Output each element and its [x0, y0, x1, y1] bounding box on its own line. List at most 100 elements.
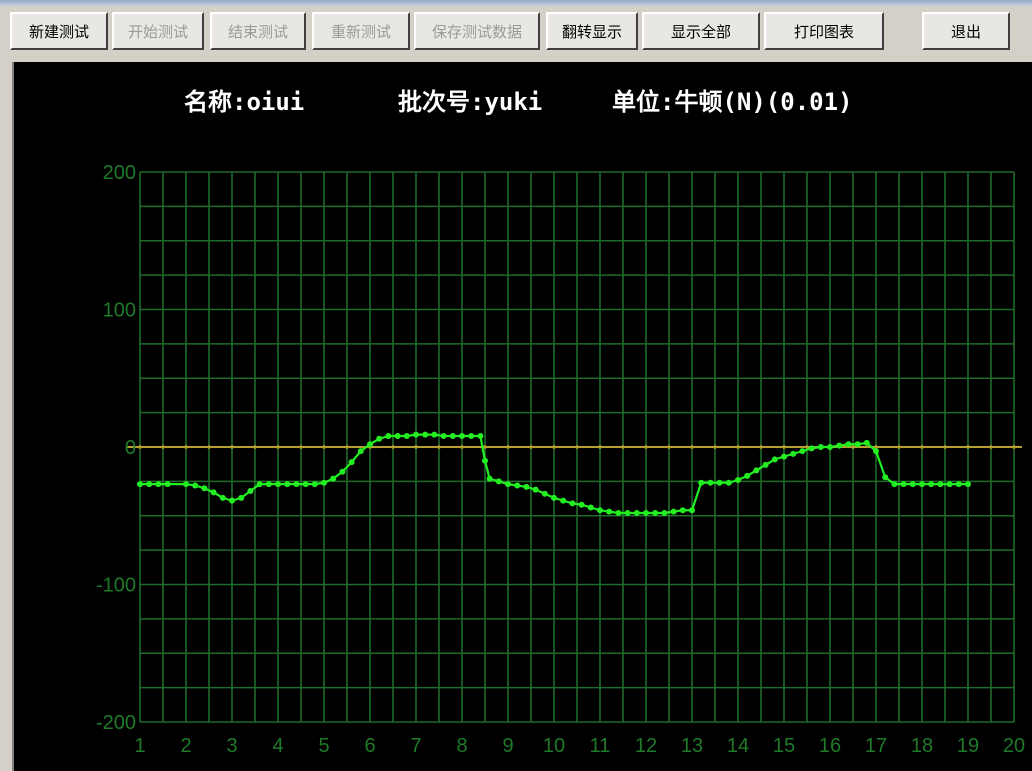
data-point	[707, 479, 714, 486]
zero-reference-marker	[230, 445, 234, 449]
data-point	[477, 433, 484, 439]
data-point	[725, 479, 732, 486]
data-point	[716, 479, 723, 486]
data-point	[505, 481, 511, 488]
data-point	[560, 497, 567, 504]
x-tick-label: 17	[865, 735, 887, 757]
zero-reference-marker	[483, 445, 487, 449]
data-point	[762, 461, 769, 468]
data-point	[339, 468, 346, 475]
data-point	[624, 510, 631, 516]
data-point	[210, 489, 217, 496]
x-tick-label: 20	[1003, 735, 1025, 757]
data-point	[459, 433, 465, 439]
zero-reference-marker	[506, 445, 510, 449]
x-tick-label: 9	[502, 735, 513, 757]
zero-reference-marker	[920, 445, 924, 449]
exit-button[interactable]: 退出	[922, 12, 1010, 50]
data-point	[422, 431, 429, 438]
x-tick-label: 14	[727, 735, 749, 757]
flip-display-button[interactable]: 翻转显示	[546, 12, 638, 50]
data-point	[578, 501, 585, 508]
x-tick-label: 16	[819, 735, 841, 757]
window-title-strip	[0, 0, 1032, 6]
zero-reference-marker	[529, 445, 533, 449]
y-tick-label: -100	[96, 575, 136, 597]
zero-reference-marker	[276, 445, 280, 449]
zero-reference-marker	[207, 445, 211, 449]
zero-reference-marker	[690, 445, 694, 449]
y-tick-label: -200	[96, 712, 136, 734]
data-point	[440, 433, 447, 439]
data-point	[514, 482, 521, 489]
data-point	[541, 490, 548, 497]
x-axis-ticks: 1 2 3 4 5 6 7 8 9 10 11 12 13 14 15 16 17 18 19 20	[134, 735, 1025, 757]
data-point	[311, 481, 318, 488]
data-point	[661, 510, 668, 516]
zero-reference-marker	[575, 445, 579, 449]
data-point	[486, 475, 493, 482]
x-tick-label: 13	[681, 735, 703, 757]
data-point	[330, 475, 337, 482]
x-tick-label: 18	[911, 735, 933, 757]
data-point	[606, 508, 613, 515]
data-point	[183, 481, 189, 488]
data-point	[137, 481, 143, 488]
print-chart-button[interactable]: 打印图表	[764, 12, 884, 50]
data-point	[238, 494, 245, 501]
save-test-data-button[interactable]: 保存测试数据	[414, 12, 540, 50]
data-point	[808, 445, 815, 452]
data-point	[863, 439, 870, 446]
data-point	[689, 507, 695, 514]
data-point	[698, 479, 705, 486]
data-point	[670, 508, 677, 515]
show-all-button[interactable]: 显示全部	[642, 12, 760, 50]
data-point	[155, 481, 162, 488]
toolbar: 新建测试 开始测试 结束测试 重新测试 保存测试数据 翻转显示 显示全部 打印图…	[0, 0, 1032, 62]
data-point	[679, 507, 686, 514]
retest-button[interactable]: 重新测试	[312, 12, 410, 50]
data-point	[937, 481, 944, 488]
zero-reference-marker	[1012, 445, 1016, 449]
zero-reference-marker	[989, 445, 993, 449]
zero-reference-marker	[437, 445, 441, 449]
end-test-button[interactable]: 结束测试	[210, 12, 306, 50]
data-point	[799, 448, 806, 455]
zero-reference-marker	[552, 445, 556, 449]
data-point	[394, 433, 401, 439]
x-tick-label: 3	[226, 735, 237, 757]
data-point	[523, 483, 530, 490]
data-point	[790, 450, 797, 457]
zero-reference-marker	[598, 445, 602, 449]
chart-panel: 名称:oiui 批次号:yuki 单位:牛顿(N)(0.01) 200 100 0 -…	[12, 62, 1032, 771]
new-test-button[interactable]: 新建测试	[10, 12, 108, 50]
data-point	[302, 481, 309, 488]
series-layer	[137, 431, 971, 516]
x-tick-label: 10	[543, 735, 565, 757]
data-point	[827, 444, 833, 450]
header-unit: 单位:牛顿(N)(0.01)	[612, 88, 853, 116]
y-tick-label: 100	[103, 300, 136, 322]
data-point	[781, 453, 787, 460]
y-tick-label: 200	[103, 162, 136, 184]
start-test-button[interactable]: 开始测试	[112, 12, 204, 50]
zero-reference-marker	[161, 445, 165, 449]
data-point	[192, 482, 199, 489]
zero-reference-marker	[943, 445, 947, 449]
data-point	[357, 448, 364, 455]
data-point	[817, 444, 824, 450]
header-name: 名称:oiui	[184, 88, 304, 116]
data-point	[771, 456, 778, 463]
zero-reference-marker	[184, 445, 188, 449]
data-point	[468, 433, 475, 439]
data-point	[376, 435, 383, 442]
data-point	[955, 481, 962, 488]
x-tick-label: 7	[410, 735, 421, 757]
zero-reference-marker	[851, 445, 855, 449]
header-batch: 批次号:yuki	[398, 88, 542, 116]
zero-reference-marker	[414, 445, 418, 449]
data-point	[265, 481, 272, 488]
data-point	[551, 494, 557, 501]
zero-reference-marker	[759, 445, 763, 449]
data-point	[909, 481, 916, 488]
